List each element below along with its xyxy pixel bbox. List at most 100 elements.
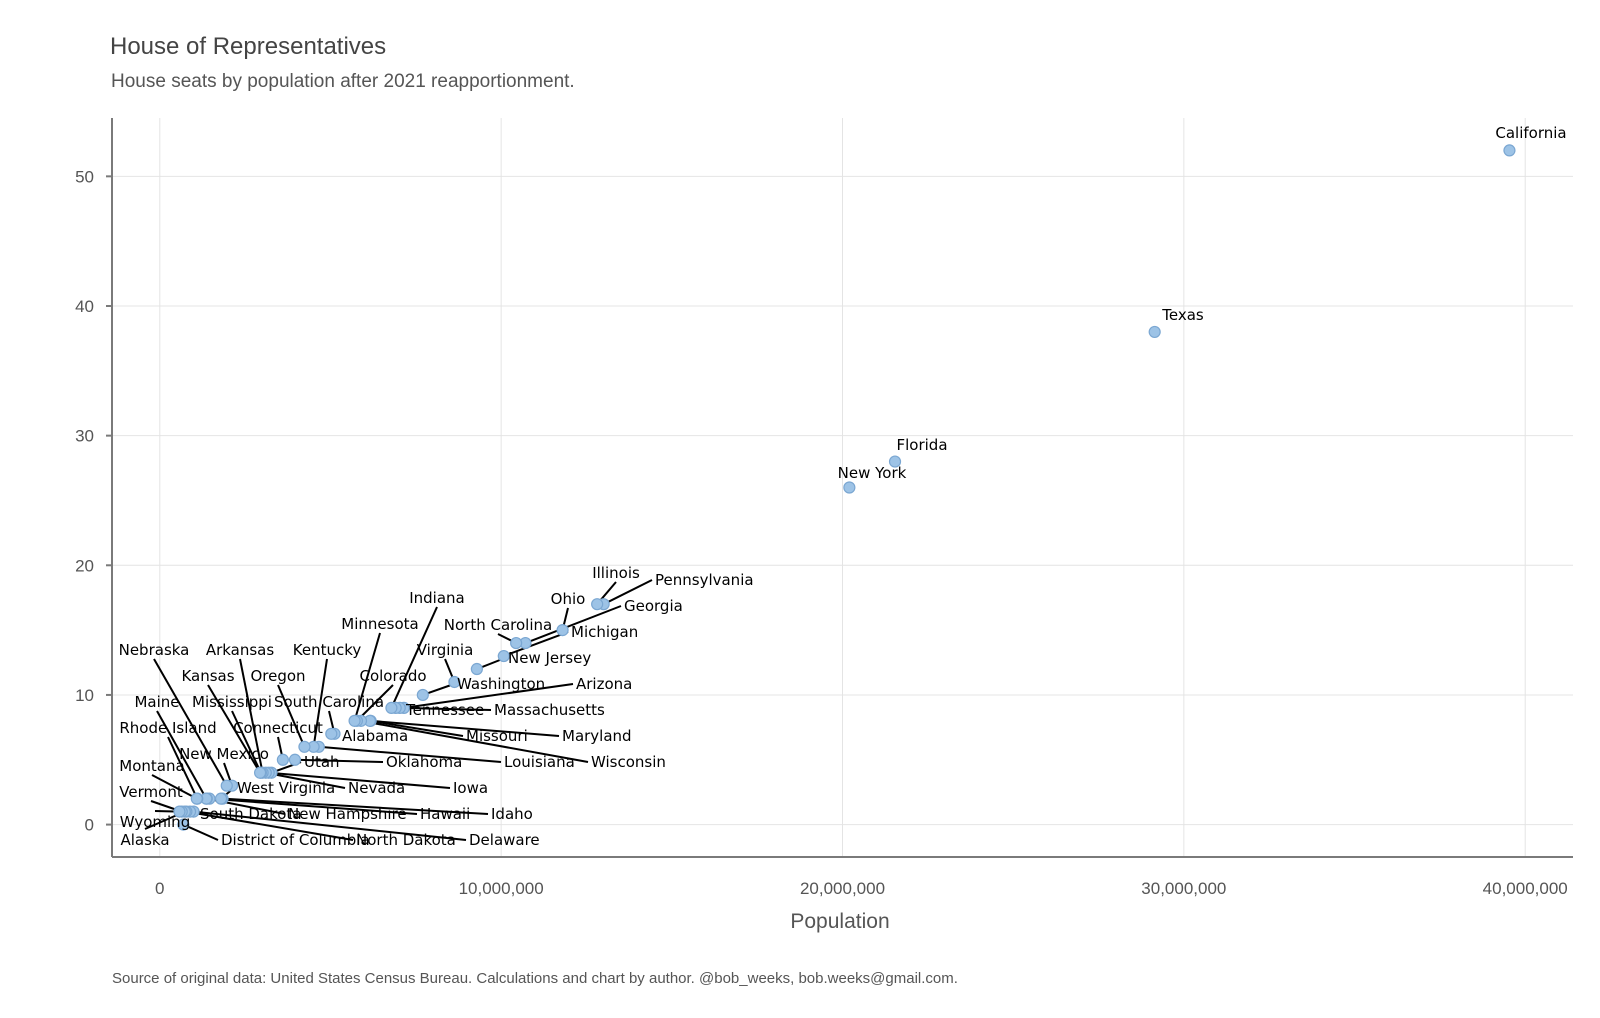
- point-west-virginia: [214, 792, 228, 805]
- label-district-of-columbia: District of Columbia: [221, 831, 370, 849]
- leader-line-idaho: [222, 797, 489, 815]
- label-iowa: Iowa: [453, 779, 488, 797]
- leader-line-kansas: [207, 684, 261, 774]
- label-montana: Montana: [119, 757, 184, 775]
- point-ohio: [556, 624, 569, 637]
- point-oregon: [298, 740, 311, 753]
- label-texas: Texas: [1161, 306, 1204, 324]
- label-maryland: Maryland: [562, 727, 632, 745]
- point-nebraska: [220, 779, 233, 792]
- leader-line-massachusetts: [399, 706, 492, 711]
- point-indiana: [385, 701, 398, 715]
- label-minnesota: Minnesota: [341, 615, 418, 633]
- point-labels: California Texas Florida New York Pennsylvan…: [119, 124, 1567, 849]
- y-tick-label: 0: [85, 816, 94, 835]
- leader-line-colorado: [356, 684, 394, 722]
- point-california: [1503, 144, 1516, 157]
- label-virginia: Virginia: [417, 641, 474, 659]
- leader-line-minnesota: [353, 632, 381, 722]
- point-north-carolina: [510, 636, 523, 650]
- label-utah: Utah: [304, 753, 340, 771]
- leader-line-district-of-columbia: [182, 823, 219, 841]
- label-nebraska: Nebraska: [119, 641, 190, 659]
- label-leader-lines: [144, 579, 653, 841]
- leader-line-louisiana: [318, 745, 502, 763]
- leader-line-pennsylvania: [603, 579, 653, 606]
- label-new-hampshire: New Hampshire: [288, 805, 407, 823]
- point-montana: [190, 792, 203, 805]
- label-north-dakota: North Dakota: [356, 831, 456, 849]
- label-new-york: New York: [838, 464, 907, 482]
- point-minnesota: [348, 714, 361, 727]
- point-kansas: [253, 766, 267, 779]
- label-maine: Maine: [134, 693, 179, 711]
- leader-line-arkansas: [239, 658, 264, 773]
- label-wisconsin: Wisconsin: [591, 753, 666, 771]
- y-tick-label: 30: [75, 427, 94, 446]
- label-michigan: Michigan: [571, 623, 638, 641]
- leader-line-oregon: [277, 684, 306, 748]
- point-connecticut: [276, 753, 289, 766]
- label-indiana: Indiana: [409, 589, 465, 607]
- leader-line-nebraska: [153, 658, 228, 787]
- point-michigan: [497, 649, 510, 663]
- point-virginia: [448, 675, 461, 689]
- leader-line-iowa: [268, 771, 451, 789]
- label-colorado: Colorado: [359, 667, 426, 685]
- label-north-carolina: North Carolina: [444, 616, 552, 634]
- label-new-jersey: New Jersey: [508, 649, 591, 667]
- label-washington: Washington: [457, 675, 545, 693]
- point-alabama: [325, 727, 338, 740]
- point-district-of-columbia: [177, 818, 190, 831]
- point-florida: [888, 455, 902, 468]
- point-illinois: [591, 598, 604, 611]
- point-new-jersey: [470, 662, 483, 676]
- leader-line-arizona: [403, 683, 574, 709]
- chart-title: House of Representatives: [110, 33, 386, 60]
- label-vermont: Vermont: [119, 783, 183, 801]
- label-massachusetts: Massachusetts: [494, 701, 605, 719]
- point-oklahoma: [288, 753, 302, 766]
- leader-line-north-dakota: [186, 810, 354, 841]
- label-georgia: Georgia: [624, 597, 683, 615]
- label-arizona: Arizona: [576, 675, 632, 693]
- leader-line-wisconsin: [360, 719, 589, 763]
- label-nevada: Nevada: [348, 779, 405, 797]
- label-south-dakota: South Dakota: [200, 805, 302, 823]
- leader-line-montana: [151, 774, 198, 800]
- label-kentucky: Kentucky: [293, 641, 362, 659]
- chart-subtitle: House seats by population after 2021 rea…: [111, 71, 575, 92]
- label-pennsylvania: Pennsylvania: [655, 571, 754, 589]
- point-wyoming: [173, 805, 186, 818]
- label-rhode-island: Rhode Island: [119, 719, 216, 737]
- label-south-carolina: South Carolina: [274, 693, 384, 711]
- axes: [106, 118, 1573, 858]
- label-ohio: Ohio: [551, 590, 586, 608]
- label-west-virginia: West Virginia: [237, 779, 335, 797]
- label-kansas: Kansas: [181, 667, 234, 685]
- leader-line-maryland: [370, 719, 560, 737]
- leader-line-kentucky: [312, 658, 328, 747]
- label-tennessee: Tennessee: [405, 701, 484, 719]
- x-axis-title: Population: [790, 910, 889, 933]
- leader-line-missouri: [369, 719, 464, 737]
- x-tick-label: 20,000,000: [800, 879, 885, 898]
- point-texas: [1148, 325, 1161, 339]
- point-washington: [416, 688, 429, 702]
- tick-labels: 0 10,000,000 20,000,000 30,000,000 40,000,00…: [75, 167, 1568, 898]
- leader-line-maine: [156, 710, 208, 800]
- leader-line-oklahoma: [294, 758, 384, 763]
- label-oklahoma: Oklahoma: [386, 753, 462, 771]
- label-alaska: Alaska: [120, 831, 169, 849]
- label-florida: Florida: [896, 436, 947, 454]
- label-alabama: Alabama: [342, 727, 408, 745]
- leader-line-michigan: [503, 631, 569, 657]
- label-idaho: Idaho: [491, 805, 533, 823]
- label-oregon: Oregon: [250, 667, 305, 685]
- label-illinois: Illinois: [592, 564, 640, 582]
- point-new-york: [843, 481, 856, 494]
- y-tick-label: 50: [75, 167, 94, 186]
- label-delaware: Delaware: [469, 831, 540, 849]
- x-tick-label: 0: [155, 879, 164, 898]
